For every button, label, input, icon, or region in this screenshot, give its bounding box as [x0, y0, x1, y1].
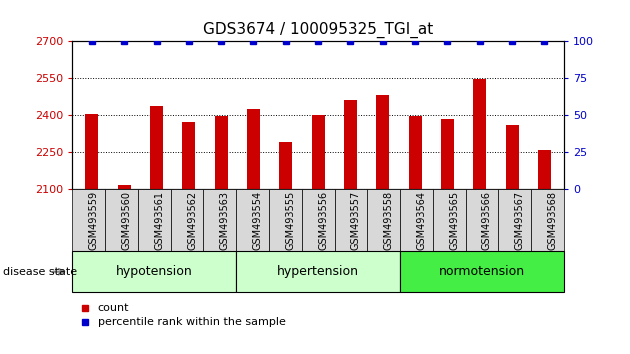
Bar — [367, 189, 400, 251]
Text: hypotension: hypotension — [116, 265, 193, 278]
Bar — [400, 251, 564, 292]
Text: GSM493558: GSM493558 — [384, 191, 394, 250]
Text: normotension: normotension — [439, 265, 525, 278]
Bar — [441, 119, 454, 189]
Bar — [118, 185, 130, 189]
Bar — [182, 122, 195, 189]
Text: GSM493555: GSM493555 — [285, 191, 295, 250]
Bar — [473, 79, 486, 189]
Bar — [236, 251, 400, 292]
Text: GSM493563: GSM493563 — [220, 191, 230, 250]
Bar — [86, 114, 98, 189]
Title: GDS3674 / 100095325_TGI_at: GDS3674 / 100095325_TGI_at — [203, 22, 433, 38]
Text: hypertension: hypertension — [277, 265, 359, 278]
Bar — [376, 95, 389, 189]
Bar — [247, 109, 260, 189]
Bar — [400, 189, 433, 251]
Bar — [335, 189, 367, 251]
Bar — [215, 116, 227, 189]
Bar — [433, 189, 466, 251]
Bar — [138, 189, 171, 251]
Bar — [409, 116, 421, 189]
Bar — [72, 251, 236, 292]
Text: GSM493566: GSM493566 — [482, 191, 492, 250]
Text: GSM493567: GSM493567 — [515, 191, 525, 250]
Text: GSM493554: GSM493554 — [253, 191, 263, 250]
Bar — [538, 150, 551, 189]
Text: GSM493557: GSM493557 — [351, 191, 361, 250]
Bar — [466, 189, 498, 251]
Text: GSM493568: GSM493568 — [547, 191, 558, 250]
Bar — [506, 125, 518, 189]
Bar — [312, 115, 324, 189]
Text: count: count — [98, 303, 129, 313]
Bar — [302, 189, 335, 251]
Bar — [72, 189, 105, 251]
Bar — [171, 189, 203, 251]
Text: GSM493556: GSM493556 — [318, 191, 328, 250]
Text: GSM493559: GSM493559 — [89, 191, 99, 250]
Text: GSM493562: GSM493562 — [187, 191, 197, 250]
Bar — [344, 100, 357, 189]
Bar — [279, 142, 292, 189]
Bar — [105, 189, 138, 251]
Bar — [531, 189, 564, 251]
Bar — [498, 189, 531, 251]
Text: GSM493561: GSM493561 — [154, 191, 164, 250]
Text: GSM493565: GSM493565 — [449, 191, 459, 250]
Text: GSM493564: GSM493564 — [416, 191, 427, 250]
Text: disease state: disease state — [3, 267, 77, 277]
Text: GSM493560: GSM493560 — [122, 191, 132, 250]
Bar — [150, 107, 163, 189]
Bar — [269, 189, 302, 251]
Bar — [203, 189, 236, 251]
Bar — [236, 189, 269, 251]
Text: percentile rank within the sample: percentile rank within the sample — [98, 317, 285, 327]
